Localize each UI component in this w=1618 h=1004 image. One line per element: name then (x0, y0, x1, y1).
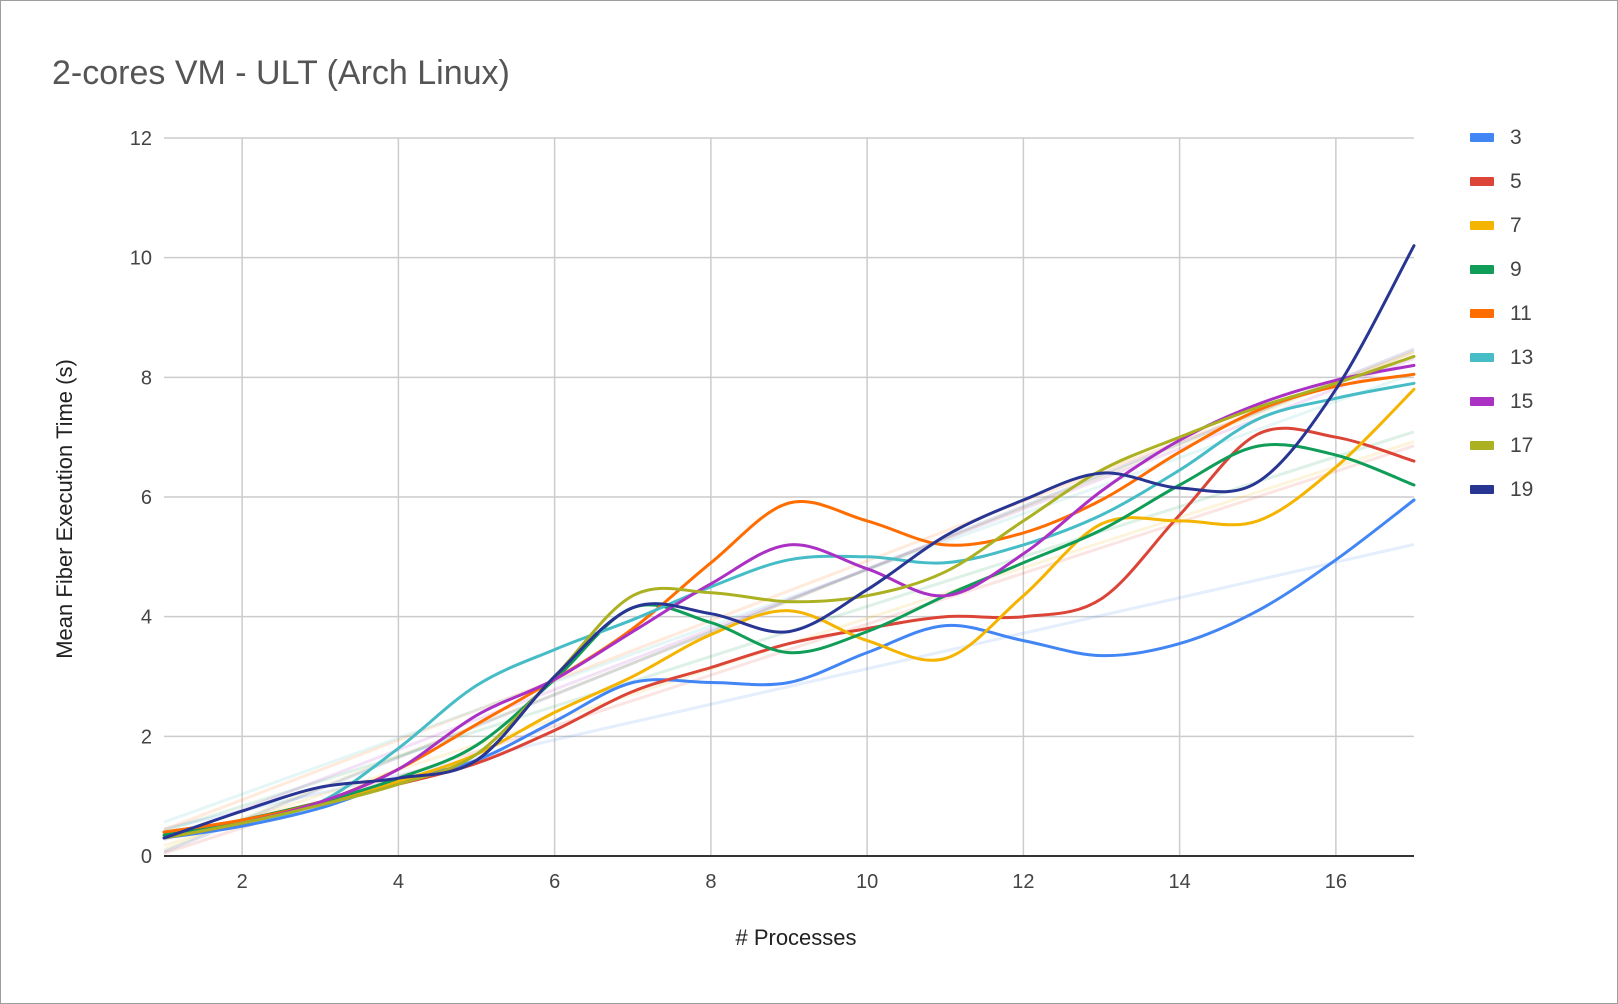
trendline-11 (163, 350, 1415, 832)
legend-swatch-17 (1470, 441, 1494, 450)
x-tick-label: 2 (237, 871, 248, 893)
legend-swatch-11 (1470, 309, 1494, 318)
y-tick-label: 4 (141, 607, 152, 629)
legend-label-19: 19 (1510, 478, 1533, 501)
series-line-17 (162, 354, 1416, 840)
y-tick-label: 10 (130, 248, 152, 270)
x-tick-label: 14 (1169, 871, 1191, 893)
legend-swatch-9 (1470, 265, 1494, 274)
legend-swatch-5 (1470, 177, 1494, 186)
y-tick-label: 0 (141, 846, 152, 868)
legend-swatch-15 (1470, 397, 1494, 406)
legend-label-17: 17 (1510, 434, 1533, 457)
legend-swatch-7 (1470, 221, 1494, 230)
series-lines (162, 244, 1416, 840)
legend: 3 5 7 9 11 13 15 17 19 (1470, 126, 1533, 501)
x-tick-label: 6 (549, 871, 560, 893)
y-tick-label: 8 (141, 367, 152, 389)
series-line-7 (162, 387, 1416, 834)
x-axis-label: # Processes (735, 925, 856, 950)
legend-swatch-13 (1470, 353, 1494, 362)
trendline-5 (163, 444, 1415, 855)
legend-label-3: 3 (1510, 126, 1522, 149)
y-tick-label: 6 (141, 487, 152, 509)
axes: 0 2 4 6 8 10 12 2 4 6 8 10 12 14 16 (130, 128, 1414, 893)
y-tick-label: 2 (141, 726, 152, 748)
gridlines (164, 137, 1414, 856)
x-tick-label: 16 (1325, 871, 1347, 893)
legend-label-13: 13 (1510, 346, 1533, 369)
trendline-13 (163, 372, 1415, 824)
series-line-9 (162, 443, 1416, 837)
legend-label-9: 9 (1510, 258, 1522, 281)
series-line-19 (162, 244, 1416, 840)
y-axis-label: Mean Fiber Execution Time (s) (52, 359, 77, 659)
x-tick-label: 10 (856, 871, 878, 893)
legend-label-5: 5 (1510, 170, 1522, 193)
x-tick-label: 4 (393, 871, 404, 893)
y-tick-label: 12 (130, 128, 152, 150)
legend-swatch-3 (1470, 133, 1494, 142)
x-tick-label: 12 (1012, 871, 1034, 893)
legend-label-11: 11 (1510, 302, 1532, 325)
legend-label-7: 7 (1510, 214, 1522, 237)
x-tick-label: 8 (705, 871, 716, 893)
series-line-13 (162, 381, 1416, 840)
legend-swatch-19 (1470, 485, 1494, 494)
chart-title: 2-cores VM - ULT (Arch Linux) (52, 54, 510, 92)
legend-label-15: 15 (1510, 390, 1533, 413)
